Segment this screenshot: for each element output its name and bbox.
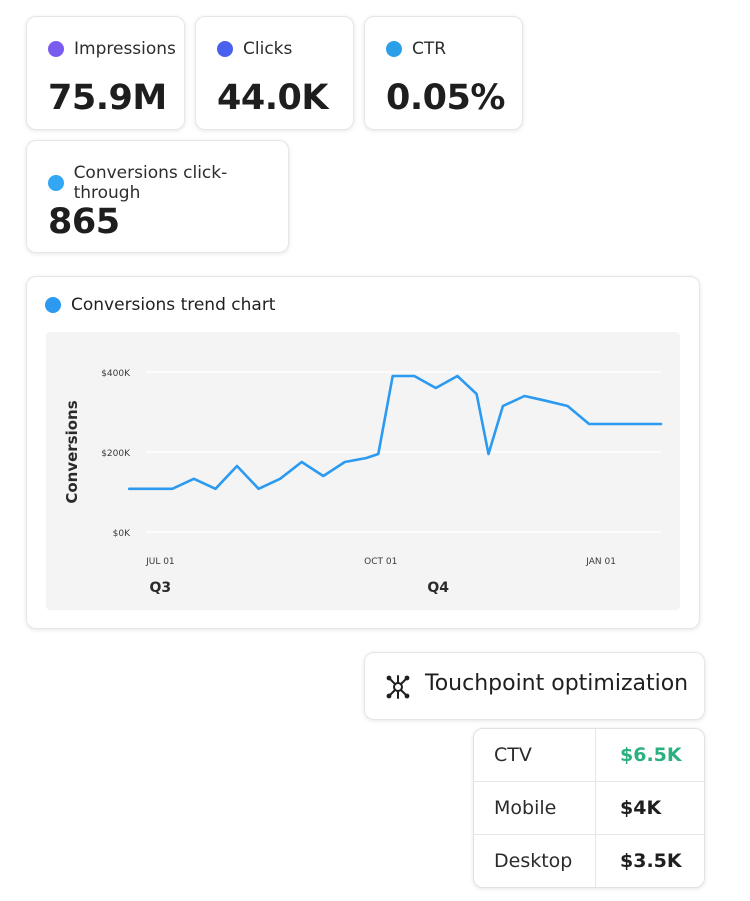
y-axis-label: Conversions [63, 400, 81, 503]
conversions-trend-card: Conversions trend chart $0K $200K $400K JUL… [26, 276, 700, 629]
metric-label: Impressions [74, 39, 176, 59]
metric-value: 75.9M [48, 78, 167, 118]
metric-header: Conversions click-through [48, 163, 288, 203]
ctr-dot-icon [386, 41, 402, 57]
metric-label: Clicks [243, 39, 293, 59]
touchpoint-label: Touchpoint optimization [425, 671, 689, 696]
channel-value: $3.5K [595, 835, 704, 887]
conversions-dot-icon [48, 175, 64, 191]
conversions-line-chart: $0K $200K $400K JUL 01 OCT 01 JAN 01 Q3 Q4 Conve… [63, 369, 663, 596]
y-tick-label: $400K [101, 369, 131, 379]
x-tick-label: JUL 01 [145, 557, 175, 567]
channel-value: $4K [595, 782, 704, 835]
channel-name: Mobile [474, 782, 595, 835]
plot-area: $0K $200K $400K JUL 01 OCT 01 JAN 01 Q3 Q4 Conve… [46, 332, 680, 610]
series-line [127, 374, 663, 491]
x-tick-label: OCT 01 [364, 557, 397, 567]
table-row: Desktop $3.5K [474, 835, 704, 887]
metric-label: Conversions click-through [73, 163, 228, 203]
metric-header: CTR [386, 39, 446, 59]
table-row: CTV $6.5K [474, 729, 704, 782]
channel-value: $6.5K [595, 729, 704, 782]
channel-name: CTV [474, 729, 595, 782]
ctr-card: CTR 0.05% [364, 16, 523, 130]
touchpoint-optimization-button[interactable]: Touchpoint optimization [364, 652, 705, 720]
y-tick-label: $0K [113, 529, 131, 539]
network-hub-icon [386, 675, 410, 699]
quarter-label: Q3 [150, 580, 172, 596]
clicks-card: Clicks 44.0K [195, 16, 354, 130]
chart-header: Conversions trend chart [45, 295, 275, 315]
metric-value: 44.0K [217, 78, 328, 118]
metric-value: 865 [48, 202, 120, 242]
chart-card-title: Conversions trend chart [71, 295, 276, 315]
metric-value: 0.05% [386, 78, 505, 118]
impressions-dot-icon [48, 41, 64, 57]
y-tick-label: $200K [101, 449, 131, 459]
channel-name: Desktop [494, 850, 573, 872]
impressions-card: Impressions 75.9M [26, 16, 185, 130]
conversions-card: Conversions click-through 865 [26, 140, 289, 253]
x-tick-label: JAN 01 [585, 557, 616, 567]
table-row: Mobile $4K [474, 782, 704, 835]
metric-header: Impressions [48, 39, 176, 59]
metric-header: Clicks [217, 39, 292, 59]
clicks-dot-icon [217, 41, 233, 57]
quarter-label: Q4 [427, 580, 449, 596]
metric-label: CTR [412, 39, 447, 59]
channel-spend-table: CTV $6.5K Mobile $4K Desktop $3.5K [473, 728, 705, 888]
trend-dot-icon [45, 297, 61, 313]
